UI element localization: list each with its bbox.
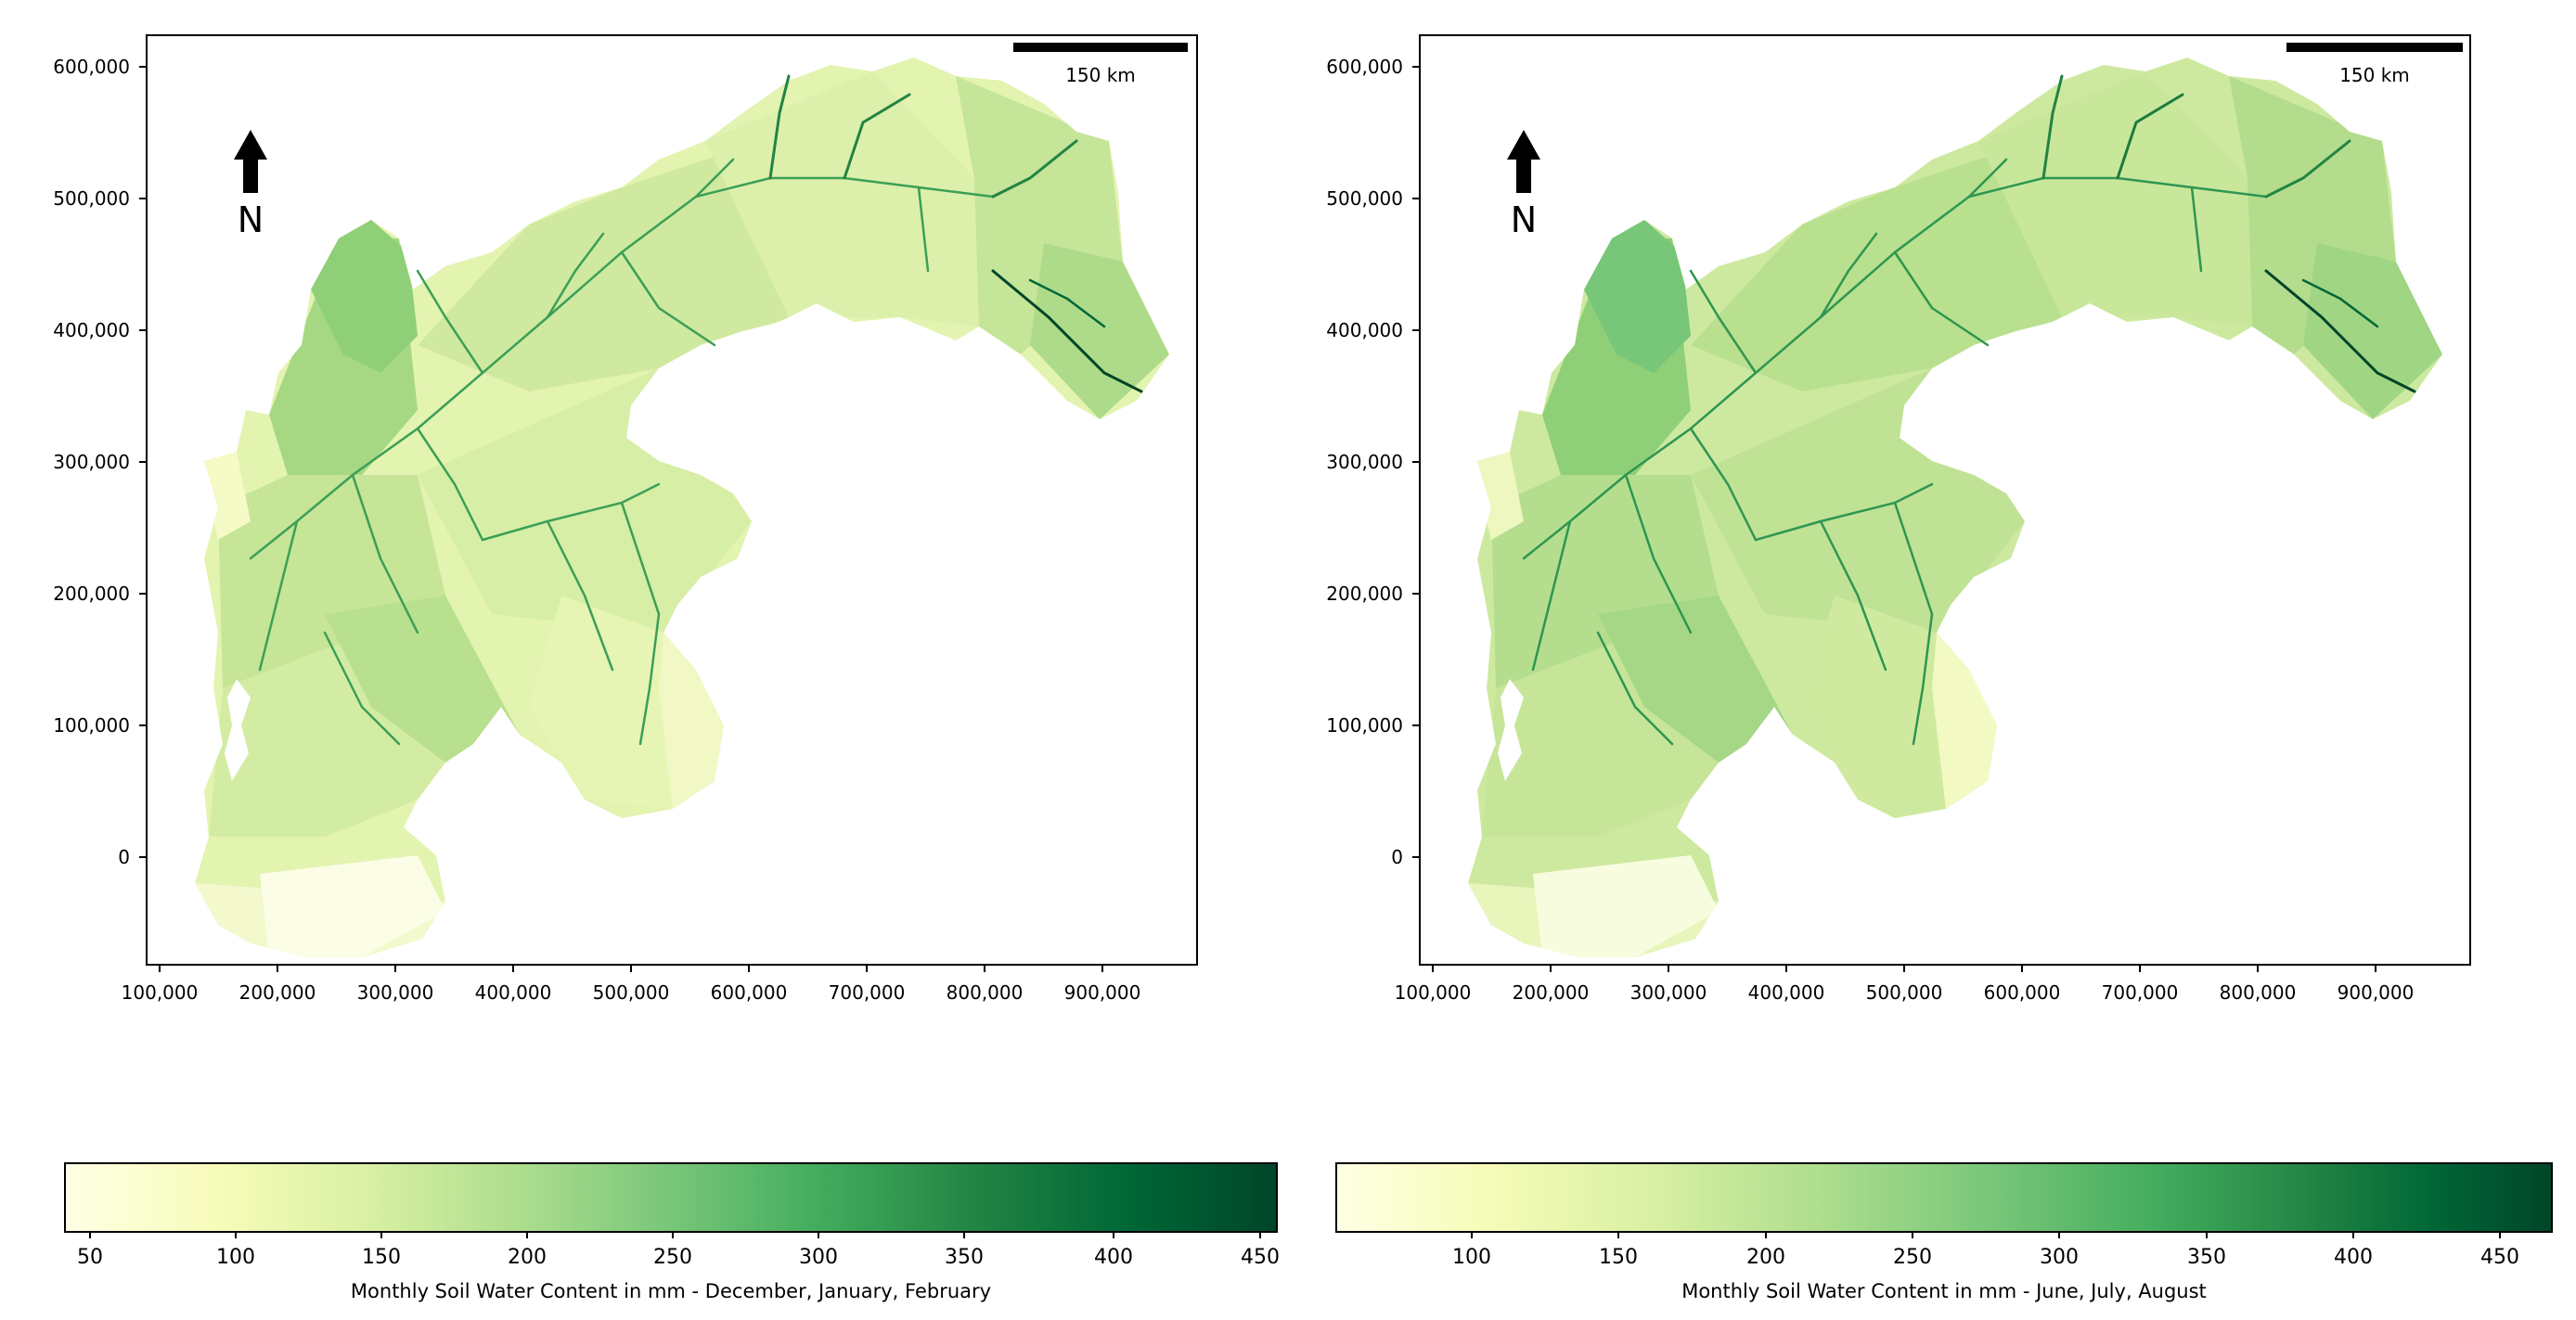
x-tick-label: 500,000 — [1866, 981, 1943, 1004]
colorbar-left: 50 100 150 200 250 300 350 400 450 Month… — [64, 1162, 1280, 1302]
scale-bar-label: 150 km — [1065, 64, 1136, 86]
x-tick-label: 100,000 — [122, 981, 199, 1004]
y-tick-label: 500,000 — [53, 187, 130, 210]
colorbar-tick-label: 200 — [1746, 1246, 1785, 1269]
x-axis-right: 100,000 200,000 300,000 400,000 500,000 … — [1395, 965, 2415, 1004]
river-network — [1522, 74, 2416, 746]
y-tick-label: 200,000 — [53, 583, 130, 605]
y-axis-left: 600,000 500,000 400,000 300,000 200,000 … — [53, 56, 147, 868]
colorbar-tick-label: 300 — [799, 1246, 838, 1269]
colorbar-tick-label: 250 — [1893, 1246, 1932, 1269]
x-tick-label: 700,000 — [829, 981, 906, 1004]
x-tick-label: 100,000 — [1395, 981, 1472, 1004]
y-tick-label: 300,000 — [1326, 451, 1403, 473]
x-tick-label: 800,000 — [2220, 981, 2297, 1004]
lake — [1498, 679, 1524, 809]
x-tick-label: 300,000 — [357, 981, 434, 1004]
colorbar-tick-label: 350 — [2187, 1246, 2226, 1269]
colorbar-tick-label: 100 — [1452, 1246, 1491, 1269]
colorbar-label: Monthly Soil Water Content in mm - Decem… — [351, 1280, 991, 1302]
x-tick-label: 600,000 — [711, 981, 788, 1004]
y-tick-label: 400,000 — [53, 319, 130, 341]
river-network — [249, 74, 1143, 746]
colorbar-tick-label: 50 — [77, 1246, 103, 1269]
y-tick-label: 0 — [118, 846, 130, 868]
scale-bar-label: 150 km — [2339, 64, 2410, 86]
x-tick-label: 500,000 — [593, 981, 670, 1004]
colorbar-tick-label: 250 — [653, 1246, 692, 1269]
x-tick-label: 200,000 — [1513, 981, 1590, 1004]
colorbar-tick-label: 200 — [508, 1246, 547, 1269]
x-tick-label: 900,000 — [2338, 981, 2415, 1004]
x-tick-label: 400,000 — [475, 981, 552, 1004]
north-label: N — [238, 199, 264, 240]
x-tick-label: 800,000 — [947, 981, 1024, 1004]
colorbar-tick-label: 150 — [362, 1246, 401, 1269]
colorbar-tick-label: 350 — [945, 1246, 984, 1269]
lake — [225, 679, 251, 809]
colorbar-tick-label: 300 — [2040, 1246, 2079, 1269]
x-tick-label: 400,000 — [1748, 981, 1825, 1004]
y-tick-label: 600,000 — [1326, 56, 1403, 78]
y-tick-label: 300,000 — [53, 451, 130, 473]
scale-bar — [2286, 43, 2463, 52]
x-tick-label: 900,000 — [1064, 981, 1141, 1004]
x-tick-label: 600,000 — [1984, 981, 2061, 1004]
north-label: N — [1511, 199, 1537, 240]
y-tick-label: 400,000 — [1326, 319, 1403, 341]
scale-bar — [1013, 43, 1188, 52]
colorbar-tick-label: 400 — [2334, 1246, 2373, 1269]
x-tick-label: 300,000 — [1630, 981, 1707, 1004]
y-axis-right: 600,000 500,000 400,000 300,000 200,000 … — [1326, 56, 1420, 868]
colorbar-tick-label: 450 — [2480, 1246, 2519, 1269]
colorbar-right: 100 150 200 250 300 350 400 450 Monthly … — [1335, 1162, 2553, 1302]
colorbar-gradient — [64, 1162, 1278, 1233]
x-axis-left: 100,000 200,000 300,000 400,000 500,000 … — [122, 965, 1141, 1004]
y-tick-label: 600,000 — [53, 56, 130, 78]
y-tick-label: 500,000 — [1326, 187, 1403, 210]
north-arrow-icon — [234, 130, 267, 193]
x-tick-label: 700,000 — [2102, 981, 2179, 1004]
map-left: 150 km N 600,000 500,000 400,000 300,000… — [53, 34, 1198, 1004]
colorbar-tick-label: 150 — [1599, 1246, 1638, 1269]
colorbar-tick-label: 450 — [1241, 1246, 1280, 1269]
x-tick-label: 200,000 — [239, 981, 316, 1004]
y-tick-label: 100,000 — [53, 714, 130, 737]
y-tick-label: 100,000 — [1326, 714, 1403, 737]
north-arrow-icon — [1507, 130, 1540, 193]
colorbar-gradient — [1335, 1162, 2553, 1233]
map-right: 150 km N 600,000 500,000 400,000 300,000… — [1326, 34, 2471, 1004]
y-tick-label: 200,000 — [1326, 583, 1403, 605]
colorbar-label: Monthly Soil Water Content in mm - June,… — [1681, 1280, 2207, 1302]
y-tick-label: 0 — [1391, 846, 1403, 868]
colorbar-tick-label: 100 — [216, 1246, 255, 1269]
colorbar-tick-label: 400 — [1094, 1246, 1133, 1269]
